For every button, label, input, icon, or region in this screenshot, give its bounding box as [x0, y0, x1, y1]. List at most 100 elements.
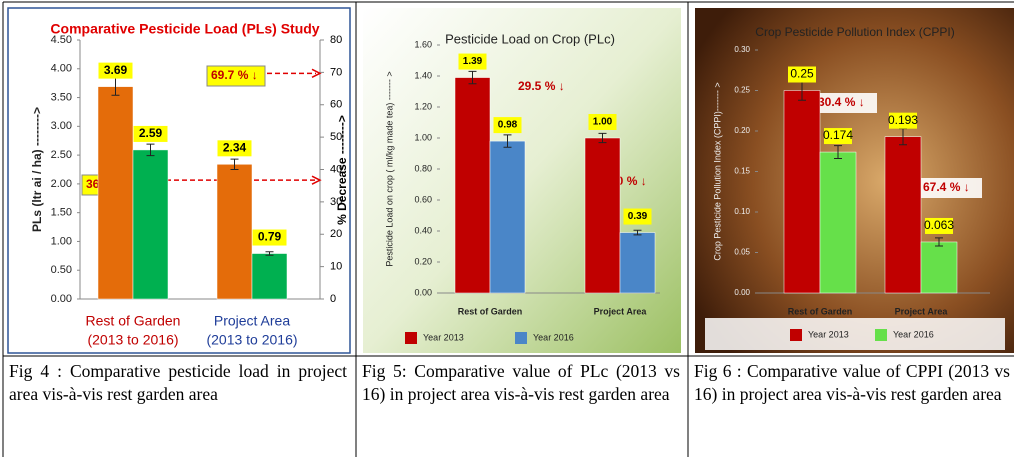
- annotation: 30.4 % ↓: [818, 95, 865, 109]
- legend-swatch: [515, 332, 527, 344]
- y-tick-label: 2.50: [51, 149, 72, 161]
- x-tick-label: Project Area: [895, 306, 949, 316]
- y-tick-label: 0.40: [414, 225, 432, 235]
- value-label: 0.79: [258, 230, 282, 244]
- y-tick-label: 1.60: [414, 39, 432, 49]
- legend-label: Year 2016: [893, 329, 934, 339]
- arrow-head: [311, 68, 322, 79]
- error-bar: [265, 251, 274, 256]
- bar: [97, 86, 134, 300]
- bar: [216, 164, 253, 300]
- error-bar: [503, 134, 512, 148]
- value-label: 1.39: [463, 56, 483, 67]
- legend-swatch: [405, 332, 417, 344]
- y-tick-label: 0.15: [734, 167, 750, 176]
- bar: [251, 253, 288, 300]
- x-tick-label: Rest of Garden: [788, 306, 853, 316]
- y2-tick-label: 80: [330, 34, 342, 46]
- value-label: 0.174: [823, 128, 853, 142]
- legend-swatch: [790, 329, 802, 341]
- error-bar: [598, 132, 607, 144]
- arrow-head: [311, 175, 322, 185]
- bar: [783, 90, 821, 294]
- y2-tick-label: 40: [330, 163, 342, 175]
- caption: Fig 5: Comparative value of PLc (2013 vs…: [362, 361, 680, 404]
- chart-frame: [7, 7, 351, 354]
- legend-background: [705, 318, 1005, 350]
- y-tick-label: 0.05: [734, 248, 750, 257]
- y-tick-label: 0.20: [414, 256, 432, 266]
- bar: [819, 151, 857, 294]
- value-label-box: [788, 66, 816, 83]
- y2-tick-label: 70: [330, 66, 342, 78]
- y-tick-label: 1.00: [414, 132, 432, 142]
- bar: [584, 137, 621, 294]
- value-label: 1.00: [593, 117, 613, 128]
- value-label: 2.34: [223, 140, 247, 154]
- value-label-box: [824, 128, 852, 145]
- y-tick-label: 1.40: [414, 70, 432, 80]
- legend-swatch: [875, 329, 887, 341]
- x-tick-label: Rest of Garden: [458, 306, 523, 316]
- error-bar: [935, 237, 943, 247]
- y2-tick-label: 20: [330, 228, 342, 240]
- y-tick-label: 0.80: [414, 163, 432, 173]
- y-axis-label: PLs (ltr ai / ha) -------->: [30, 107, 44, 232]
- value-label: 0.193: [888, 113, 918, 127]
- y-tick-label: 0.50: [51, 264, 72, 276]
- y-tick-label: 0.25: [734, 86, 750, 95]
- annotation-box: [815, 93, 877, 113]
- y-tick-label: 3.00: [51, 120, 72, 132]
- value-label-box: [588, 114, 617, 130]
- value-label-box: [925, 217, 953, 234]
- value-label-box: [458, 53, 487, 70]
- y-axis-label: Crop Pesticide Pollution Index (CPPI)---…: [712, 82, 722, 260]
- caption: Fig 6 : Comparative value of CPPI (2013 …: [694, 361, 1010, 404]
- y-tick-label: 2.00: [51, 178, 72, 190]
- bar: [619, 232, 656, 294]
- annotation-box: [920, 178, 982, 198]
- y2-tick-label: 0: [330, 293, 336, 305]
- y-tick-label: 3.50: [51, 91, 72, 103]
- caption: Fig 4 : Comparative pesticide load in pr…: [9, 361, 347, 404]
- y-tick-label: 1.50: [51, 207, 72, 219]
- y-axis-label: Pesticide Load on crop ( ml/kg made tea)…: [384, 71, 394, 266]
- value-label-box: [98, 62, 133, 79]
- y-tick-label: 0.00: [51, 293, 72, 305]
- x-tick-label: Project Area: [594, 306, 648, 316]
- annotation: 67.4 % ↓: [923, 180, 970, 194]
- y2-tick-label: 50: [330, 131, 342, 143]
- error-bar: [834, 145, 842, 160]
- chart-title: Crop Pesticide Pollution Index (CPPI): [755, 25, 954, 39]
- value-label: 0.25: [790, 67, 814, 81]
- value-label-box: [493, 117, 522, 134]
- legend-label: Year 2016: [533, 332, 574, 342]
- y-tick-label: 4.00: [51, 63, 72, 75]
- y2-tick-label: 60: [330, 99, 342, 111]
- x-tick-label: (2013 to 2016): [87, 332, 178, 348]
- y2-tick-label: 30: [330, 196, 342, 208]
- value-label-box: [623, 208, 652, 225]
- bar: [132, 149, 169, 300]
- bar: [884, 136, 922, 294]
- y-tick-label: 1.00: [51, 235, 72, 247]
- error-bar: [468, 70, 477, 85]
- legend-label: Year 2013: [423, 332, 464, 342]
- y-tick-label: 0.00: [414, 287, 432, 297]
- bar: [454, 77, 491, 294]
- y2-tick-label: 10: [330, 261, 342, 273]
- error-bar: [633, 229, 642, 236]
- y-tick-label: 0.60: [414, 194, 432, 204]
- annotation: 69.7 % ↓: [211, 68, 258, 82]
- y-tick-label: 1.20: [414, 101, 432, 111]
- y-tick-label: 0.00: [734, 288, 750, 297]
- value-label-box: [133, 125, 168, 142]
- y-tick-label: 4.50: [51, 34, 72, 46]
- error-bar: [230, 158, 239, 170]
- value-label: 0.39: [628, 211, 648, 222]
- value-label-box: [889, 112, 917, 129]
- x-tick-label: Project Area: [214, 313, 290, 329]
- y-tick-label: 0.30: [734, 45, 750, 54]
